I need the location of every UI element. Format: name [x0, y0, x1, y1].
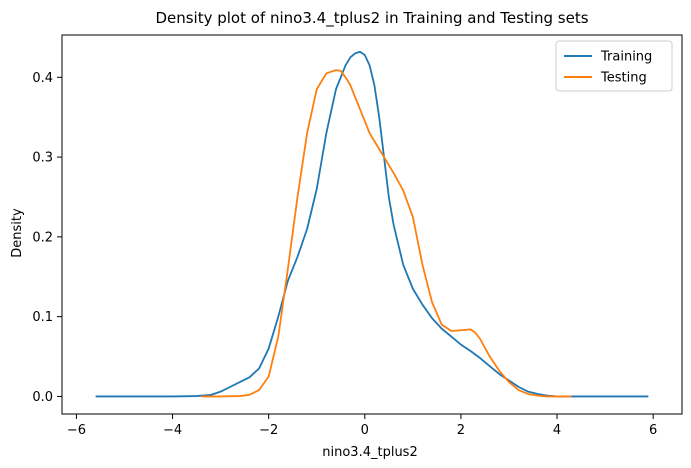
x-axis-title: nino3.4_tplus2: [322, 445, 417, 460]
legend-label-training: Training: [600, 50, 652, 65]
x-tick-label: −2: [259, 423, 278, 438]
y-axis-title: Density: [10, 208, 25, 258]
x-tick-label: 0: [361, 423, 369, 438]
x-tick-label: −4: [163, 423, 182, 438]
legend-box: [555, 40, 673, 92]
y-tick-label: 0.3: [32, 151, 53, 166]
y-axis: 0.0 0.1 0.2 0.3 0.4: [32, 71, 62, 405]
legend-label-testing: Testing: [600, 71, 647, 86]
x-tick-label: 4: [553, 423, 561, 438]
series-line-training: [95, 50, 649, 398]
y-tick-label: 0.2: [32, 230, 53, 245]
chart-title: Density plot of nino3.4_tplus2 in Traini…: [155, 9, 588, 28]
legend: Training Testing: [555, 40, 673, 92]
plot-frame: [61, 34, 683, 415]
y-tick-label: 0.1: [32, 310, 53, 325]
y-tick-label: 0.0: [32, 390, 53, 405]
x-tick-label: 6: [649, 423, 657, 438]
series-line-testing: [201, 69, 572, 398]
series-layer: [95, 50, 649, 398]
x-axis: −6 −4 −2 0 2 4 6: [67, 414, 657, 438]
y-tick-label: 0.4: [32, 71, 53, 86]
x-tick-label: −6: [67, 423, 86, 438]
x-tick-label: 2: [457, 423, 465, 438]
